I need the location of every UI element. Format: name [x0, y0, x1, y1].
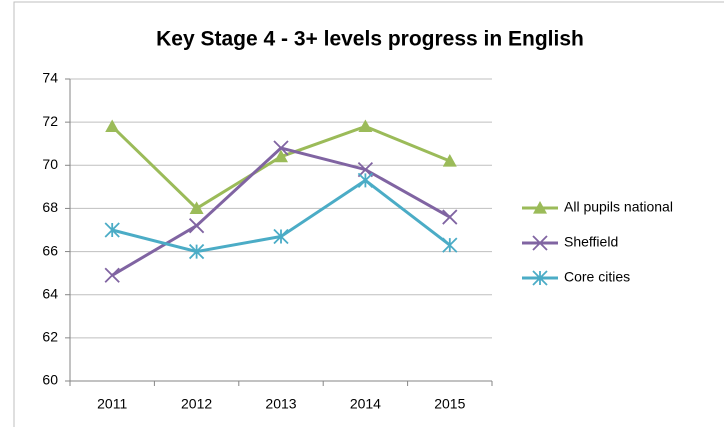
marker: [357, 161, 374, 178]
marker: [188, 218, 205, 234]
series-line: [111, 146, 451, 277]
y-tick-label: 66: [42, 242, 58, 258]
x-tick-label: 2012: [181, 396, 212, 412]
y-tick-label: 68: [42, 199, 58, 215]
marker: [442, 153, 457, 167]
marker: [532, 270, 548, 286]
marker: [533, 201, 547, 214]
y-tick-label: 62: [42, 329, 58, 345]
series-line: [111, 124, 451, 211]
x-tick-label: 2013: [265, 396, 296, 412]
y-tick-label: 64: [42, 285, 58, 301]
marker: [532, 235, 548, 251]
marker: [273, 140, 289, 156]
chart-title: Key Stage 4 - 3+ levels progress in Engl…: [156, 28, 584, 51]
marker: [442, 237, 458, 253]
y-tick-label: 74: [42, 70, 58, 86]
y-tick-label: 60: [42, 372, 58, 388]
marker: [274, 149, 288, 163]
y-tick-label: 72: [42, 113, 58, 129]
x-tick-label: 2014: [350, 396, 381, 412]
marker: [105, 119, 120, 133]
legend-label: Sheffield: [564, 234, 618, 250]
marker: [273, 228, 289, 245]
x-tick-label: 2011: [97, 396, 127, 412]
legend-label: All pupils national: [564, 199, 673, 215]
marker: [104, 222, 120, 238]
marker: [358, 119, 373, 133]
y-tick-label: 70: [42, 156, 58, 172]
marker: [442, 209, 458, 225]
x-tick-label: 2015: [434, 396, 465, 412]
chart-frame: [13, 1, 724, 427]
marker: [104, 267, 120, 283]
marker: [189, 201, 204, 215]
marker: [357, 172, 374, 189]
marker: [188, 243, 205, 260]
legend-label: Core cities: [564, 269, 630, 285]
